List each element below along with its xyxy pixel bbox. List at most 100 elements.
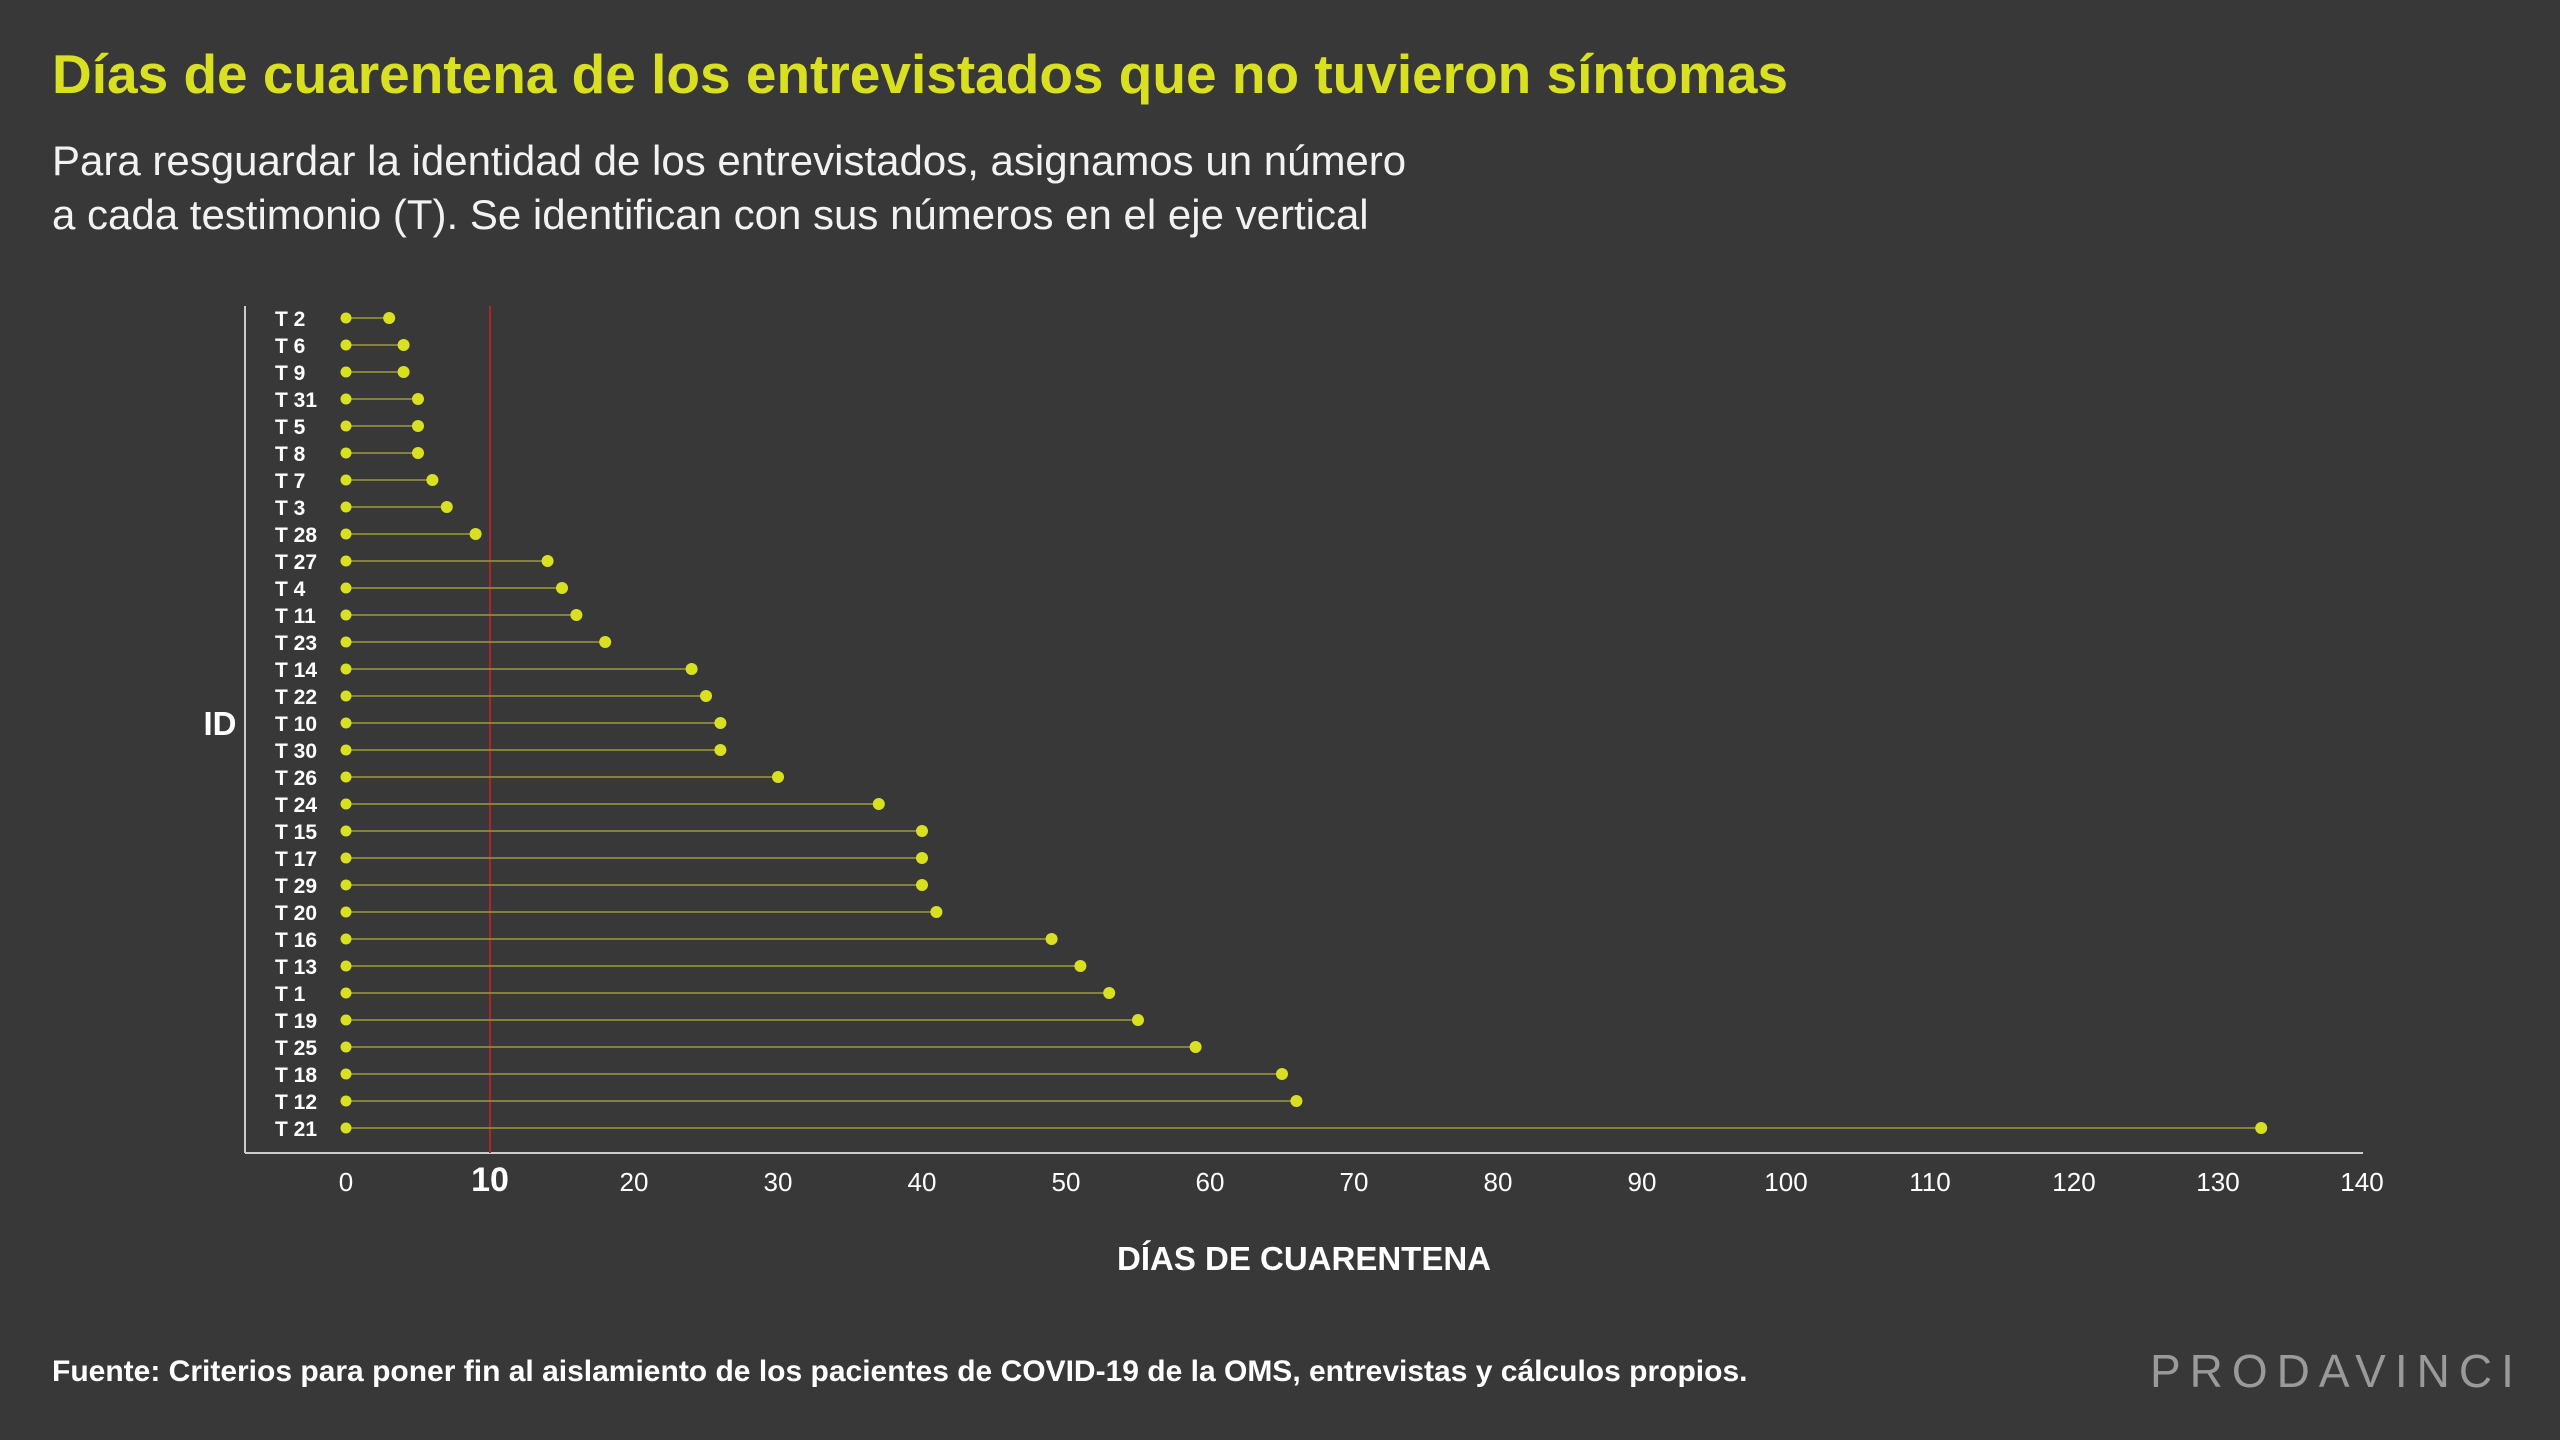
y-tick-label: T 31 [275, 389, 317, 412]
y-tick-label: T 27 [275, 551, 317, 574]
y-tick-label: T 9 [275, 362, 305, 385]
start-point [340, 798, 352, 810]
end-point [440, 501, 453, 513]
end-point [1290, 1095, 1303, 1107]
end-point [412, 420, 424, 432]
y-tick-label: T 3 [275, 497, 305, 520]
y-tick-label: T 21 [275, 1118, 317, 1141]
start-point [340, 879, 352, 891]
x-tick-label: 30 [764, 1167, 793, 1197]
end-point [714, 744, 727, 756]
x-tick-label: 50 [1052, 1167, 1081, 1197]
y-tick-label: T 30 [275, 740, 317, 763]
end-point [700, 690, 712, 702]
x-tick-label: 10 [471, 1161, 509, 1199]
end-point [1132, 1014, 1144, 1026]
end-point [1276, 1068, 1288, 1080]
end-point [397, 366, 410, 378]
x-tick-label: 20 [620, 1167, 649, 1197]
start-point [340, 906, 352, 918]
x-tick-label: 40 [908, 1167, 937, 1197]
start-point [340, 1068, 352, 1080]
end-point [397, 339, 410, 351]
y-tick-label: T 19 [275, 1010, 317, 1033]
start-point [340, 393, 352, 405]
x-tick-label: 100 [1764, 1167, 1807, 1197]
start-point [340, 528, 352, 540]
x-tick-label: 90 [1628, 1167, 1657, 1197]
end-point [916, 879, 928, 891]
y-tick-label: T 20 [275, 902, 317, 925]
y-tick-label: T 4 [275, 578, 306, 601]
start-point [340, 1095, 352, 1107]
start-point [340, 852, 352, 864]
end-point [556, 582, 568, 594]
y-tick-label: T 15 [275, 821, 317, 844]
x-tick-label: 140 [2340, 1167, 2383, 1197]
brand-logo: PRODAVINCI [2150, 1345, 2523, 1397]
chart-title: Días de cuarentena de los entrevistados … [52, 43, 1789, 105]
y-tick-label: T 24 [275, 794, 317, 817]
end-point [916, 852, 928, 864]
end-point [1074, 960, 1087, 972]
y-tick-label: T 5 [275, 416, 306, 439]
end-point [1045, 933, 1058, 945]
x-tick-label: 60 [1196, 1167, 1225, 1197]
y-tick-label: T 18 [275, 1064, 317, 1087]
y-tick-label: T 10 [275, 713, 317, 736]
x-tick-label: 0 [339, 1167, 353, 1197]
y-tick-label: T 13 [275, 956, 317, 979]
x-tick-label: 120 [2052, 1167, 2095, 1197]
start-point [340, 933, 352, 945]
start-point [340, 960, 352, 972]
end-point [916, 825, 928, 837]
start-point [340, 420, 352, 432]
start-point [340, 582, 352, 594]
start-point [340, 825, 352, 837]
start-point [340, 1122, 352, 1134]
x-tick-label: 110 [1909, 1167, 1950, 1197]
x-tick-label: 130 [2196, 1167, 2239, 1197]
y-tick-label: T 17 [275, 848, 317, 871]
start-point [340, 501, 352, 513]
end-point [599, 636, 612, 648]
y-tick-label: T 1 [275, 983, 306, 1006]
start-point [340, 717, 352, 729]
end-point [469, 528, 482, 540]
start-point [340, 1041, 352, 1053]
y-tick-label: T 14 [275, 659, 317, 682]
y-tick-label: T 29 [275, 875, 317, 898]
end-point [772, 771, 784, 783]
end-point [930, 906, 943, 918]
end-point [541, 555, 554, 567]
y-tick-label: T 6 [275, 335, 305, 358]
start-point [340, 1014, 352, 1026]
end-point [383, 312, 396, 324]
y-tick-label: T 25 [275, 1037, 317, 1060]
start-point [340, 474, 352, 486]
start-point [340, 663, 352, 675]
y-tick-label: T 12 [275, 1091, 317, 1114]
start-point [340, 636, 352, 648]
start-point [340, 987, 352, 999]
start-point [340, 771, 352, 783]
start-point [340, 555, 352, 567]
start-point [340, 312, 352, 324]
y-tick-label: T 23 [275, 632, 317, 655]
end-point [685, 663, 698, 675]
start-point [340, 609, 352, 621]
end-point [412, 447, 424, 459]
end-point [412, 393, 424, 405]
y-tick-label: T 28 [275, 524, 317, 547]
y-tick-label: T 26 [275, 767, 317, 790]
subtitle-line-1: Para resguardar la identidad de los entr… [52, 137, 1407, 184]
x-axis-title: DÍAS DE CUARENTENA [1117, 1240, 1491, 1277]
y-tick-label: T 7 [275, 470, 305, 493]
start-point [340, 339, 352, 351]
end-point [714, 717, 727, 729]
y-tick-label: T 22 [275, 686, 317, 709]
end-point [2255, 1122, 2268, 1134]
chart-subtitle: Para resguardar la identidad de los entr… [52, 134, 1652, 242]
x-tick-label: 70 [1340, 1167, 1369, 1197]
